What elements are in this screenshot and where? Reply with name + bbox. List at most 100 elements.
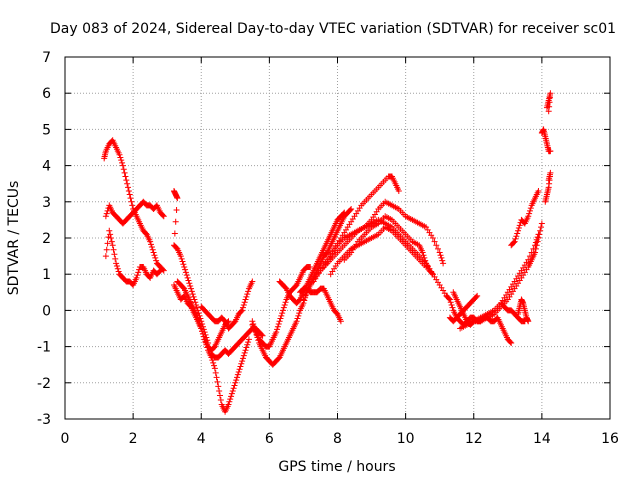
y-tick-label: -1 <box>37 340 51 356</box>
data-point-marker <box>440 260 447 267</box>
data-point-marker <box>275 320 282 327</box>
data-point-marker <box>119 162 126 169</box>
data-point-marker <box>438 254 445 261</box>
data-point-marker <box>193 304 200 311</box>
data-point-marker <box>281 301 288 308</box>
data-point-marker <box>173 206 180 213</box>
data-point-marker <box>104 240 111 247</box>
x-tick-label: 16 <box>601 431 619 447</box>
data-point-marker <box>337 318 344 325</box>
data-series <box>542 169 554 205</box>
data-point-marker <box>515 225 522 232</box>
data-series <box>198 278 256 332</box>
data-point-marker <box>186 280 193 287</box>
data-point-marker <box>203 341 210 348</box>
data-series <box>102 198 167 227</box>
data-point-marker <box>108 238 115 245</box>
data-point-marker <box>157 267 164 274</box>
data-point-marker <box>239 307 246 314</box>
data-point-marker <box>512 235 519 242</box>
data-point-marker <box>179 258 186 265</box>
data-point-marker <box>184 274 191 281</box>
data-series <box>543 90 554 115</box>
data-point-marker <box>420 252 427 259</box>
x-tick-label: 2 <box>129 431 138 447</box>
data-point-marker <box>159 266 166 273</box>
data-point-marker <box>200 333 207 340</box>
data-point-marker <box>526 210 533 217</box>
data-series <box>457 220 545 332</box>
data-point-marker <box>258 331 265 338</box>
data-point-marker <box>245 336 252 343</box>
data-point-marker <box>249 278 256 285</box>
data-series <box>320 198 447 270</box>
data-point-marker <box>302 292 309 299</box>
data-point-marker <box>102 213 109 220</box>
data-point-marker <box>533 242 540 249</box>
data-series <box>102 227 164 289</box>
data-point-marker <box>199 330 206 337</box>
data-point-marker <box>536 231 543 238</box>
data-point-marker <box>525 213 532 220</box>
data-point-marker <box>189 291 196 298</box>
data-point-marker <box>238 360 245 367</box>
data-point-marker <box>134 272 141 279</box>
data-point-marker <box>171 230 178 237</box>
data-point-marker <box>434 245 441 252</box>
data-point-marker <box>429 270 436 277</box>
y-axis-label: SDTVAR / TECUs <box>6 181 22 296</box>
data-point-marker <box>204 344 211 351</box>
data-point-marker <box>474 292 481 299</box>
data-point-marker <box>236 366 243 373</box>
data-point-marker <box>116 151 123 158</box>
data-point-marker <box>148 241 155 248</box>
data-point-marker <box>277 315 284 322</box>
data-point-marker <box>214 378 221 385</box>
data-point-marker <box>123 177 130 184</box>
data-point-marker <box>215 383 222 390</box>
data-point-marker <box>188 288 195 295</box>
data-point-marker <box>547 148 554 155</box>
data-point-marker <box>113 263 120 270</box>
data-point-marker <box>526 207 533 214</box>
data-point-marker <box>274 323 281 330</box>
data-point-marker <box>514 230 521 237</box>
data-point-marker <box>234 374 241 381</box>
data-point-marker <box>273 329 280 336</box>
data-point-marker <box>122 173 129 180</box>
data-point-marker <box>437 252 444 259</box>
data-point-marker <box>124 180 131 187</box>
data-point-marker <box>216 387 223 394</box>
data-point-marker <box>245 339 252 346</box>
data-point-marker <box>216 392 223 399</box>
data-point-marker <box>210 359 217 366</box>
y-tick-label: 3 <box>42 195 51 211</box>
data-point-marker <box>347 206 354 213</box>
y-tick-label: 6 <box>42 86 51 102</box>
data-point-marker <box>301 297 308 304</box>
data-point-marker <box>448 301 455 308</box>
y-tick-label: 1 <box>42 267 51 283</box>
data-point-marker <box>127 195 134 202</box>
data-point-marker <box>446 296 453 303</box>
data-point-marker <box>118 157 125 164</box>
data-point-marker <box>395 187 402 194</box>
data-point-marker <box>191 296 198 303</box>
data-point-marker <box>436 249 443 256</box>
x-tick-label: 4 <box>197 431 206 447</box>
data-point-marker <box>107 231 114 238</box>
data-point-marker <box>149 246 156 253</box>
data-point-marker <box>228 393 235 400</box>
data-point-marker <box>156 268 163 275</box>
data-point-marker <box>239 358 246 365</box>
data-point-marker <box>113 260 120 267</box>
data-point-marker <box>545 108 552 115</box>
data-point-marker <box>473 293 480 300</box>
y-tick-label: 0 <box>42 303 51 319</box>
data-point-marker <box>516 222 523 229</box>
x-tick-label: 14 <box>533 431 551 447</box>
data-point-marker <box>151 252 158 259</box>
data-point-marker <box>294 315 301 322</box>
data-point-marker <box>527 205 534 212</box>
data-point-marker <box>198 325 205 332</box>
